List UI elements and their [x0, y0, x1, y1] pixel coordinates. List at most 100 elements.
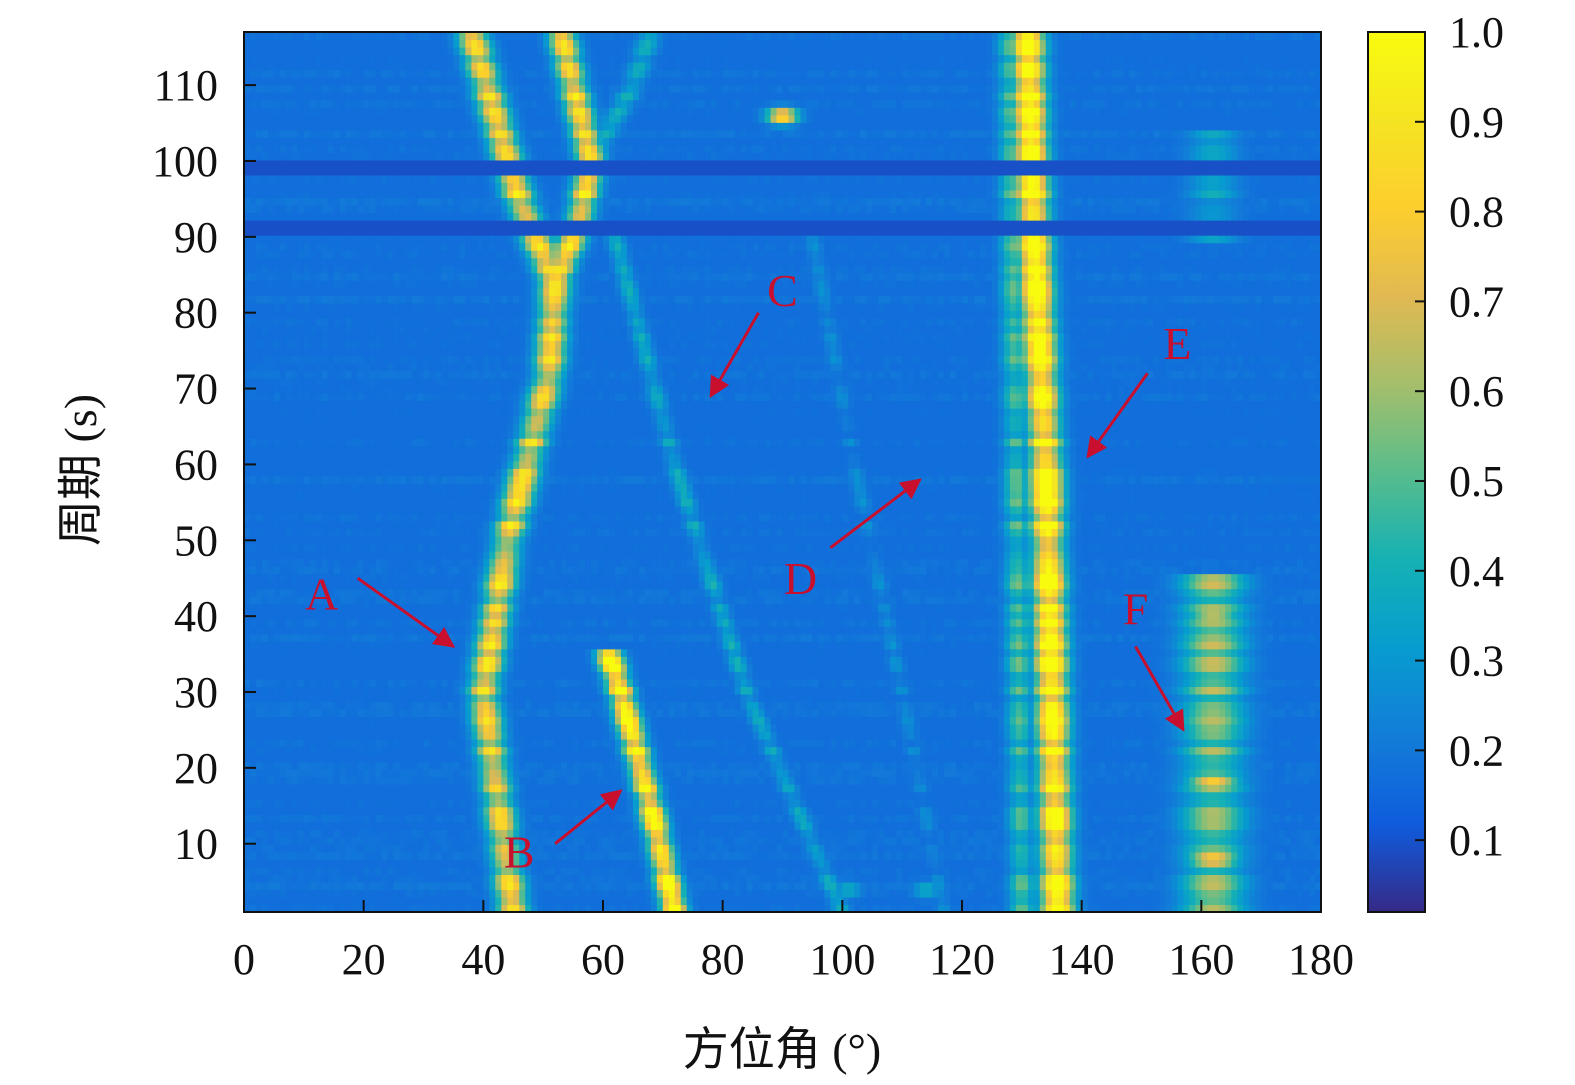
heatmap-cell — [519, 897, 526, 905]
heatmap-cell — [1052, 716, 1059, 724]
heatmap-cell — [759, 807, 766, 815]
heatmap-cell — [687, 867, 694, 875]
heatmap-cell — [286, 844, 293, 852]
heatmap-cell — [771, 874, 778, 882]
heatmap-cell — [1201, 859, 1208, 867]
heatmap-cell — [412, 747, 419, 755]
heatmap-cell — [1255, 754, 1262, 762]
heatmap-cell — [884, 731, 891, 739]
heatmap-cell — [866, 784, 873, 792]
heatmap-cell — [597, 837, 604, 845]
heatmap-cell — [1058, 807, 1065, 815]
heatmap-cell — [884, 814, 891, 822]
heatmap-cell — [836, 731, 843, 739]
heatmap-cell — [866, 731, 873, 739]
heatmap-cell — [633, 882, 640, 890]
heatmap-cell — [723, 709, 730, 717]
heatmap-cell — [429, 784, 436, 792]
heatmap-cell — [459, 867, 466, 875]
heatmap-cell — [1046, 762, 1053, 770]
heatmap-cell — [788, 829, 795, 837]
heatmap-cell — [747, 792, 754, 800]
heatmap-cell — [938, 777, 945, 785]
heatmap-cell — [1112, 709, 1119, 717]
heatmap-cell — [657, 754, 664, 762]
heatmap-cell — [412, 777, 419, 785]
heatmap-cell — [477, 701, 484, 709]
heatmap-cell — [896, 716, 903, 724]
heatmap-cell — [1022, 777, 1029, 785]
heatmap-cell — [471, 814, 478, 822]
heatmap-cell — [878, 716, 885, 724]
heatmap-cell — [1070, 769, 1077, 777]
heatmap-cell — [765, 852, 772, 860]
heatmap-cell — [1142, 814, 1149, 822]
heatmap-cell — [477, 716, 484, 724]
heatmap-cell — [459, 777, 466, 785]
heatmap-cell — [579, 852, 586, 860]
heatmap-cell — [926, 724, 933, 732]
heatmap-cell — [962, 747, 969, 755]
heatmap-cell — [950, 889, 957, 897]
heatmap-cell — [525, 882, 532, 890]
heatmap-cell — [872, 897, 879, 905]
heatmap-cell — [890, 709, 897, 717]
heatmap-cell — [914, 792, 921, 800]
heatmap-cell — [1165, 769, 1172, 777]
heatmap-cell — [633, 716, 640, 724]
heatmap-cell — [507, 777, 514, 785]
heatmap-cell — [292, 724, 299, 732]
heatmap-cell — [531, 739, 538, 747]
heatmap-cell — [1291, 769, 1298, 777]
heatmap-cell — [920, 837, 927, 845]
heatmap-cell — [376, 716, 383, 724]
heatmap-cell — [579, 867, 586, 875]
heatmap-cell — [872, 867, 879, 875]
heatmap-cell — [316, 709, 323, 717]
heatmap-cell — [693, 739, 700, 747]
heatmap-cell — [765, 731, 772, 739]
heatmap-cell — [962, 814, 969, 822]
heatmap-cell — [579, 807, 586, 815]
heatmap-cell — [633, 867, 640, 875]
heatmap-cell — [950, 807, 957, 815]
heatmap-cell — [1034, 822, 1041, 830]
heatmap-cell — [1225, 829, 1232, 837]
heatmap-cell — [908, 829, 915, 837]
heatmap-cell — [543, 882, 550, 890]
heatmap-cell — [1291, 762, 1298, 770]
heatmap-cell — [1201, 747, 1208, 755]
heatmap-cell — [902, 716, 909, 724]
heatmap-cell — [1273, 739, 1280, 747]
heatmap-cell — [310, 829, 317, 837]
heatmap-cell — [304, 754, 311, 762]
heatmap-cell — [639, 814, 646, 822]
heatmap-cell — [286, 769, 293, 777]
heatmap-cell — [310, 889, 317, 897]
heatmap-cell — [651, 867, 658, 875]
heatmap-cell — [1291, 822, 1298, 830]
heatmap-cell — [1207, 709, 1214, 717]
heatmap-cell — [938, 709, 945, 717]
heatmap-cell — [292, 739, 299, 747]
heatmap-cell — [884, 799, 891, 807]
heatmap-cell — [1100, 762, 1107, 770]
heatmap-cell — [262, 897, 269, 905]
heatmap-cell — [1106, 837, 1113, 845]
heatmap-cell — [980, 799, 987, 807]
heatmap-cell — [549, 724, 556, 732]
heatmap-cell — [681, 709, 688, 717]
heatmap-cell — [1016, 852, 1023, 860]
heatmap-cell — [621, 784, 628, 792]
heatmap-cell — [292, 807, 299, 815]
heatmap-cell — [675, 882, 682, 890]
heatmap-cell — [412, 731, 419, 739]
heatmap-cell — [292, 792, 299, 800]
heatmap-cell — [1004, 716, 1011, 724]
heatmap-cell — [537, 777, 544, 785]
heatmap-cell — [1046, 897, 1053, 905]
heatmap-cell — [1100, 769, 1107, 777]
heatmap-cell — [1046, 852, 1053, 860]
heatmap-cell — [902, 799, 909, 807]
heatmap-cell — [866, 837, 873, 845]
